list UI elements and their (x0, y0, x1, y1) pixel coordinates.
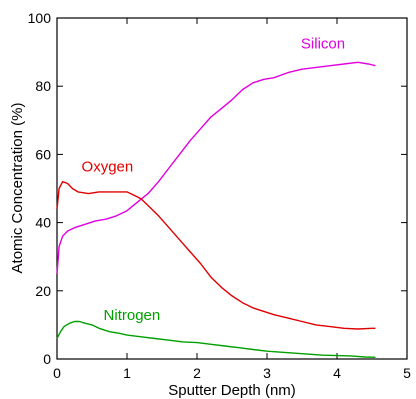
x-tick-label: 4 (333, 365, 341, 381)
plot-frame (56, 17, 408, 360)
series-line-silicon (56, 61, 376, 274)
x-tick-label: 5 (403, 365, 411, 381)
axis-tick-labels: 0 1 2 3 4 5 0 20 40 60 80 100 (28, 10, 411, 381)
series-lines (56, 61, 376, 358)
y-axis-label: Atomic Concentration (%) (9, 103, 26, 274)
series-line-nitrogen (56, 320, 376, 358)
x-tick-label: 1 (123, 365, 131, 381)
series-annotations: Silicon Oxygen Nitrogen (82, 36, 346, 324)
y-tick-label: 60 (35, 146, 51, 162)
series-label-silicon: Silicon (301, 36, 345, 53)
x-tick-label: 2 (193, 365, 201, 381)
y-tick-label: 100 (28, 10, 52, 26)
series-label-oxygen: Oxygen (82, 158, 134, 175)
x-tick-label: 0 (53, 365, 61, 381)
y-tick-label: 20 (35, 283, 51, 299)
y-tick-label: 40 (35, 215, 51, 231)
y-tick-label: 0 (43, 351, 51, 367)
series-line-oxygen (56, 180, 376, 330)
x-tick-label: 3 (263, 365, 271, 381)
y-tick-label: 80 (35, 78, 51, 94)
series-label-nitrogen: Nitrogen (104, 307, 161, 324)
axis-ticks (56, 17, 408, 360)
x-axis-label: Sputter Depth (nm) (168, 382, 296, 399)
